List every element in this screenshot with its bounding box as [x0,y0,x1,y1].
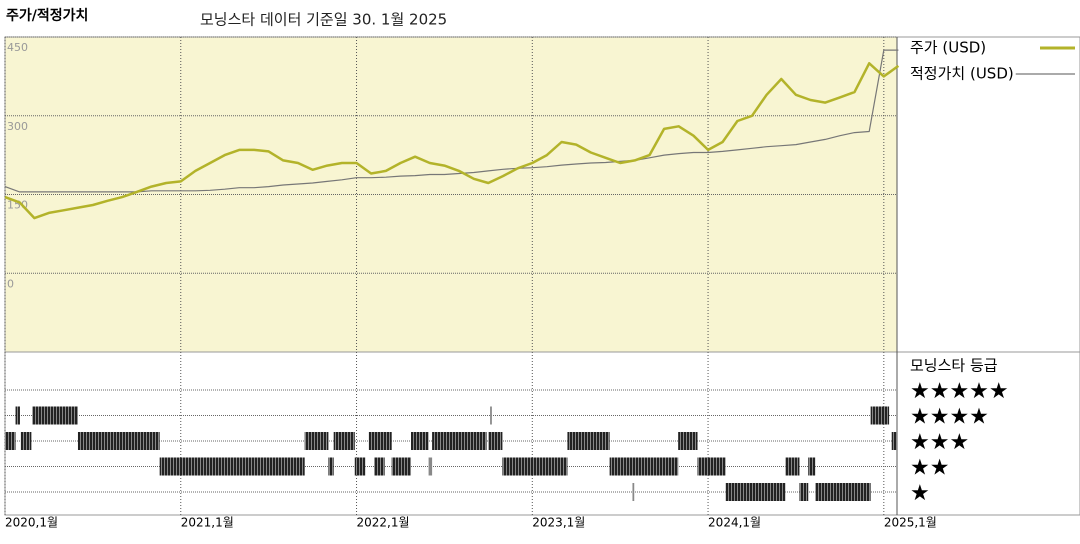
rating-bar [870,406,890,425]
rating-bar [725,483,786,501]
rating-bar [304,432,329,450]
x-tick-label: 2022,1월 [357,516,410,530]
rating-bar [77,432,160,450]
rating-bar [609,457,679,476]
rating-level-label: ★★ [910,456,949,481]
rating-bar [678,432,698,450]
x-tick-label: 2020,1월 [5,516,58,530]
rating-bar [5,432,16,450]
rating-level-label: ★★★ [910,430,969,455]
rating-bar [333,432,355,450]
y-tick-label: 150 [7,199,28,212]
rating-bar [368,432,392,450]
rating-bar [567,432,610,450]
rating-bar [488,432,503,450]
rating-bar [32,406,78,425]
rating-bar [432,432,487,450]
rating-bar [632,483,635,501]
rating-bar [15,406,20,425]
series-line [4,62,900,220]
rating-level-label: ★★★★ [910,405,989,430]
rating-bar [502,457,568,476]
legend-label: 적정가치 (USD) [910,65,1014,83]
chart-title: 주가/적정가치 [6,7,88,24]
chart-subtitle: 모닝스타 데이터 기준일 30. 1월 2025 [200,11,447,29]
x-tick-label: 2024,1월 [708,516,761,530]
rating-level-label: ★★★★★ [910,379,1009,404]
y-tick-label: 450 [7,41,28,54]
rating-bar [799,483,809,501]
rating-bar [808,457,816,476]
y-tick-label: 0 [7,277,14,290]
legend-label: 주가 (USD) [910,39,986,57]
rating-bar [815,483,871,501]
rating-bar [20,432,32,450]
rating-bar [391,457,412,476]
rating-bar [428,457,433,476]
rating-bar [891,432,897,450]
rating-title: 모닝스타 등급 [910,357,998,375]
x-tick-label: 2025,1월 [884,516,937,530]
rating-bar [354,457,366,476]
rating-bar [490,406,492,425]
series-line [4,49,899,193]
x-tick-label: 2023,1월 [532,516,585,530]
rating-bar [411,432,429,450]
frame [4,36,1080,516]
y-tick-label: 300 [7,120,28,133]
rating-bar [159,457,305,476]
rating-level-label: ★ [910,481,930,506]
x-tick-label: 2021,1월 [181,516,234,530]
rating-bar [785,457,800,476]
rating-bar [697,457,726,476]
rating-bar [374,457,385,476]
rating-bar [328,457,334,476]
